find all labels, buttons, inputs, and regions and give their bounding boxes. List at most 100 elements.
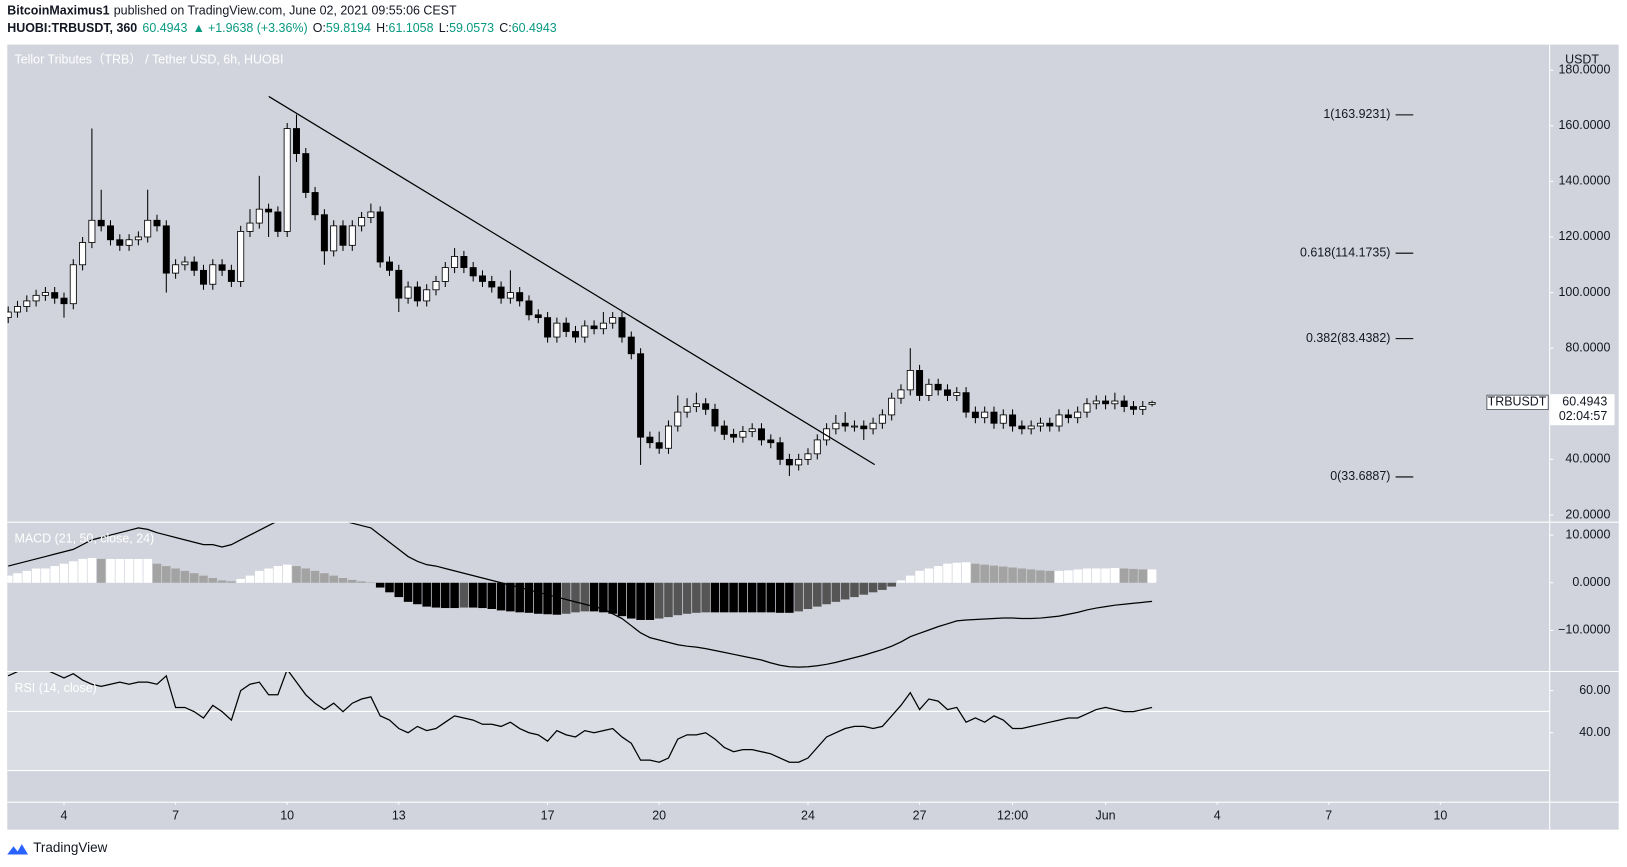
candle-body <box>1139 406 1147 410</box>
histogram-bar <box>171 568 180 583</box>
y-tick-label: 120.0000 <box>1558 229 1610 243</box>
histogram-bar <box>515 582 524 613</box>
histogram-bar <box>106 558 115 583</box>
histogram-bar <box>236 578 245 583</box>
candle-body <box>618 317 626 338</box>
histogram-bar <box>217 580 227 583</box>
x-tick-label: 24 <box>801 808 815 822</box>
histogram-bar <box>199 575 208 583</box>
histogram-bar <box>961 562 971 583</box>
histogram-bar <box>1026 569 1036 583</box>
candle-body <box>897 389 905 399</box>
x-tick-label: Jun <box>1096 808 1116 822</box>
histogram-bar <box>189 573 199 583</box>
symbol-tag-label: TRBUSDT <box>1488 395 1547 409</box>
arrow: ▲ <box>193 21 205 35</box>
histogram-bar <box>143 558 152 583</box>
histogram-bar <box>1147 569 1157 583</box>
histogram-bar <box>422 582 431 607</box>
candle-body <box>153 219 161 227</box>
candle-body <box>200 269 207 285</box>
candle-body <box>572 331 579 338</box>
histogram-bar <box>878 582 887 590</box>
histogram-bar <box>589 582 599 612</box>
x-tick-label: 4 <box>1214 808 1221 822</box>
candle-body <box>441 267 449 282</box>
candle-body <box>97 219 105 227</box>
axes: 4 7 10 13 17 20 24 27 12:00 Jun 4 7 10 20.0000 40.0000… <box>61 62 1615 822</box>
candle-body <box>367 211 375 218</box>
candle-body <box>1074 411 1082 419</box>
histogram-bar <box>1138 569 1148 583</box>
histogram-bar <box>41 568 50 583</box>
candle-body <box>469 267 477 277</box>
y-tick-label: 100.0000 <box>1558 285 1610 299</box>
macd-title: MACD (21, 50, close, 24) <box>15 532 155 546</box>
candle-body <box>1129 406 1137 410</box>
y-tick-label: 0.0000 <box>1572 575 1610 589</box>
histogram-bar <box>859 582 869 595</box>
candle-body <box>534 314 542 319</box>
histogram-bar <box>441 582 450 609</box>
candle-body <box>804 453 812 460</box>
candle-body <box>88 219 96 243</box>
histogram-bar <box>227 581 236 583</box>
histogram-bar <box>162 566 171 583</box>
y-tick-label: 10.0000 <box>1565 527 1610 541</box>
candle-body <box>999 414 1007 424</box>
histogram-bar <box>375 582 385 588</box>
histogram-bar <box>664 582 673 618</box>
fib-label: 1(163.9231) <box>1323 107 1390 121</box>
x-tick-label: 4 <box>61 808 68 822</box>
histogram-bar <box>747 582 757 613</box>
histogram-bar <box>1129 568 1138 583</box>
candle-body <box>1120 400 1128 407</box>
candle-body <box>1083 403 1091 413</box>
candle-body <box>599 322 607 330</box>
x-tick-label: 17 <box>541 808 555 822</box>
histogram-bar <box>831 582 841 602</box>
histogram-bar <box>13 573 22 583</box>
y-tick-label: 60.00 <box>1579 683 1610 697</box>
candle-body <box>283 128 291 232</box>
histogram-bar <box>524 582 534 613</box>
histogram-bar <box>385 582 394 593</box>
candle-body <box>265 208 273 213</box>
candle-body <box>479 275 486 282</box>
histogram-bar <box>310 570 320 583</box>
candle-body <box>609 317 617 324</box>
rsi-title: RSI (14, close) <box>15 681 97 695</box>
published: published on TradingView.com, June 02, 2… <box>114 4 457 18</box>
price-pane <box>7 114 1156 477</box>
histogram-bar <box>1054 570 1064 583</box>
candle-body <box>748 428 756 432</box>
candle-body <box>79 242 87 266</box>
candle-body <box>1064 414 1072 419</box>
candle-body <box>311 192 319 216</box>
candle-body <box>60 297 68 305</box>
histogram-bar <box>636 582 645 620</box>
candle-body <box>460 256 468 268</box>
candle-body <box>14 306 21 313</box>
histogram-bar <box>180 570 190 583</box>
candle-body <box>730 433 738 438</box>
y-tick-label: −10.0000 <box>1558 623 1610 637</box>
histogram-bar <box>496 582 506 611</box>
x-tick-label: 10 <box>1433 808 1447 822</box>
candle-body <box>795 458 803 466</box>
candle-body <box>1092 400 1100 405</box>
histogram-bar <box>1064 570 1073 583</box>
candle-body <box>51 292 59 299</box>
logo-mark <box>7 844 29 855</box>
candle-body <box>386 261 393 271</box>
candle-body <box>813 439 821 455</box>
publisher: BitcoinMaximus1 <box>7 4 109 18</box>
histogram-bar <box>348 579 357 583</box>
histogram-bar <box>989 565 999 583</box>
candle-body <box>1027 425 1035 430</box>
histogram-bar <box>868 582 878 593</box>
candle-body <box>544 317 552 338</box>
histogram-bar <box>394 582 404 598</box>
